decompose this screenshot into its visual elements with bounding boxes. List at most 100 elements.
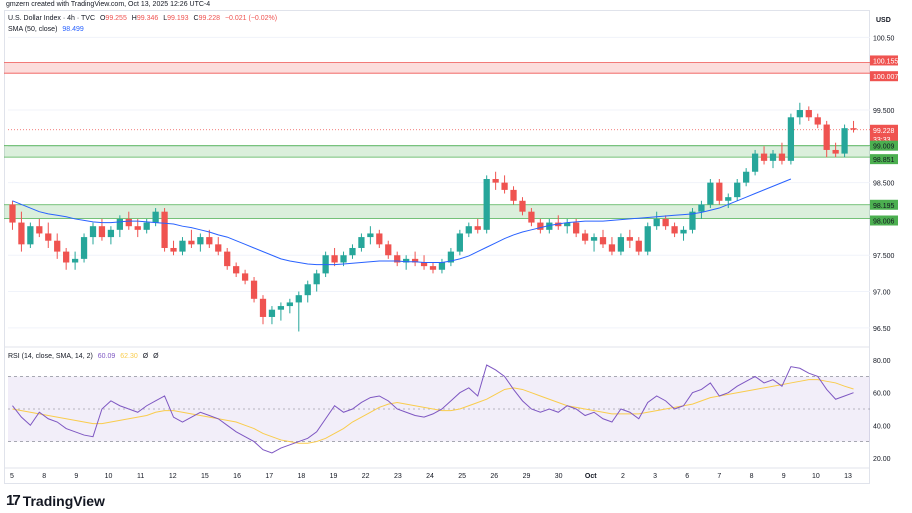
candle-body [689, 211, 696, 230]
rsi-legend: RSI (14, close, SMA, 14, 2) 60.09 62.30 … [8, 353, 162, 360]
candle-body [519, 200, 526, 212]
tv-logo-icon: 17 [6, 492, 21, 509]
x-tick: 17 [265, 473, 273, 480]
candle-body [367, 233, 374, 238]
candle-body [197, 237, 204, 245]
candle-body [796, 110, 803, 118]
candle-body [680, 229, 687, 234]
res-bottom-tag: 100.007 [873, 74, 898, 81]
candle-body [80, 237, 88, 259]
x-tick: 24 [426, 473, 434, 480]
x-tick: 8 [42, 473, 46, 480]
candle-body [27, 226, 34, 245]
candle-body [268, 309, 276, 317]
price-tick: 99.500 [873, 108, 895, 115]
ohlc-legend: U.S. Dollar Index · 4h · TVC O99.255 H99… [8, 15, 280, 22]
candle-body [376, 233, 383, 245]
candle-body [331, 255, 338, 263]
countdown-tag-bg [870, 133, 898, 144]
candle-body [805, 110, 812, 118]
candle-body [841, 128, 848, 154]
candle-body [447, 251, 455, 263]
candle-body [134, 226, 141, 230]
candle-body [89, 226, 97, 238]
candle-body [537, 222, 544, 230]
price-tick: 97.00 [873, 290, 891, 297]
sup2-top-tag: 98.195 [873, 203, 895, 210]
x-tick: 23 [394, 473, 402, 480]
sup1-bottom-tag: 98.851 [873, 157, 895, 164]
x-tick: 5 [10, 473, 14, 480]
res-bottom-tag-bg [870, 71, 898, 82]
support-zone [4, 145, 870, 158]
candle-body [465, 226, 472, 234]
candle-body [107, 229, 115, 238]
last-price-tag-bg [870, 124, 898, 135]
rsi-extra2: Ø [153, 353, 159, 360]
rsi-extra1: Ø [142, 353, 149, 360]
candle-body [188, 240, 195, 245]
rsi-sma-line [12, 379, 854, 444]
rsi-sma-value: 62.30 [120, 353, 138, 360]
symbol-label: U.S. Dollar Index · 4h · TVC [8, 15, 96, 22]
support-zone [4, 204, 870, 219]
sup2-bottom-tag-bg [870, 215, 898, 226]
axes: 100.5099.50099.00098.50097.50097.0096.50… [10, 17, 898, 480]
ohlc-high: H99.346 [131, 15, 159, 22]
x-tick: 16 [233, 473, 241, 480]
candle-body [438, 262, 446, 270]
candle-body [420, 262, 428, 267]
candle-body [161, 211, 168, 248]
rsi-tick: 20.00 [873, 456, 891, 463]
chart-panel[interactable] [4, 10, 870, 484]
price-tick: 96.50 [873, 326, 891, 333]
sup1-top-tag: 99.009 [873, 144, 895, 151]
price-pane[interactable] [4, 36, 870, 469]
rsi-label: RSI (14, close, SMA, 14, 2) [8, 353, 93, 360]
candle-body [653, 218, 660, 227]
sma-line [12, 178, 792, 266]
candle-body [483, 179, 490, 230]
rsi-tick: 80.00 [873, 358, 891, 365]
candle-body [769, 153, 777, 161]
price-tick: 98.500 [873, 181, 895, 188]
candle-body [411, 258, 419, 263]
candle-body [403, 258, 410, 263]
ohlc-change: −0.021 (−0.02%) [224, 15, 278, 22]
chart-credit: gmzern created with TradingView.com, Oct… [6, 1, 211, 8]
ohlc-close: C99.228 [193, 15, 220, 22]
ohlc-low: L99.193 [163, 15, 189, 22]
candle-body [492, 179, 499, 183]
candle-body [814, 117, 821, 125]
x-tick: 12 [169, 473, 177, 480]
candle-body [751, 153, 759, 172]
x-tick: 25 [458, 473, 466, 480]
last-price-tag: 99.228 [873, 128, 895, 135]
x-tick: 6 [685, 473, 689, 480]
candle-body [599, 237, 607, 245]
candle-body [152, 211, 159, 223]
rsi-pane[interactable] [8, 364, 870, 454]
brand-name: TradingView [22, 492, 105, 509]
candle-body [241, 273, 249, 281]
rsi-value: 60.09 [97, 353, 116, 360]
x-tick: 9 [74, 473, 78, 480]
countdown-tag: 33:33 [873, 137, 891, 144]
candle-body [671, 226, 678, 234]
price-tick: 100.50 [873, 35, 895, 42]
x-tick: 9 [782, 473, 786, 480]
candle-body [581, 233, 589, 241]
x-tick: Oct [585, 473, 597, 480]
candle-body [116, 218, 123, 230]
candle-body [778, 153, 786, 161]
candle-body [546, 222, 553, 230]
candle-body [54, 240, 61, 252]
candle-body [626, 237, 633, 241]
candle-body [850, 128, 857, 130]
candle-body [662, 218, 669, 227]
candle-body [573, 222, 580, 234]
x-tick: 19 [330, 473, 338, 480]
candle-body [98, 226, 106, 238]
sma-label: SMA (50, close) [8, 26, 58, 33]
